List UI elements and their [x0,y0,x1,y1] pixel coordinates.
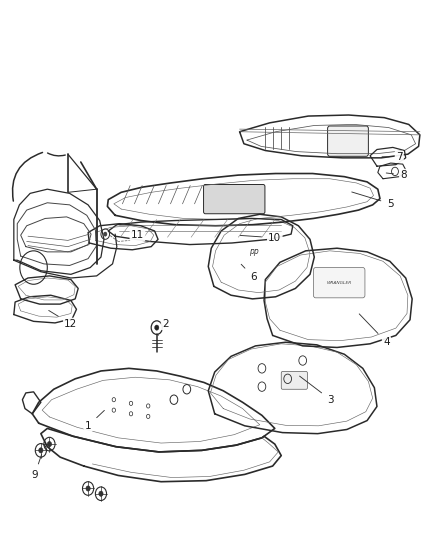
Text: 5: 5 [352,192,394,209]
FancyBboxPatch shape [204,184,265,214]
Text: 10: 10 [240,233,281,243]
Text: 4: 4 [359,314,390,347]
Text: 2: 2 [158,319,169,335]
Text: 12: 12 [49,310,78,329]
Text: 7: 7 [382,152,403,162]
Text: 9: 9 [31,454,42,480]
Text: WRANGLER: WRANGLER [327,281,352,285]
Circle shape [103,232,107,236]
Circle shape [47,441,52,447]
Circle shape [99,491,103,496]
Text: 3: 3 [300,376,334,405]
Text: 11: 11 [131,230,144,240]
Text: 6: 6 [241,264,257,282]
Text: pp: pp [249,247,259,256]
FancyBboxPatch shape [281,372,307,389]
Text: 8: 8 [386,170,407,180]
Circle shape [155,325,159,330]
FancyBboxPatch shape [328,126,368,156]
FancyBboxPatch shape [314,268,365,298]
Circle shape [86,486,90,491]
Text: 1: 1 [85,410,104,431]
Circle shape [39,448,43,453]
